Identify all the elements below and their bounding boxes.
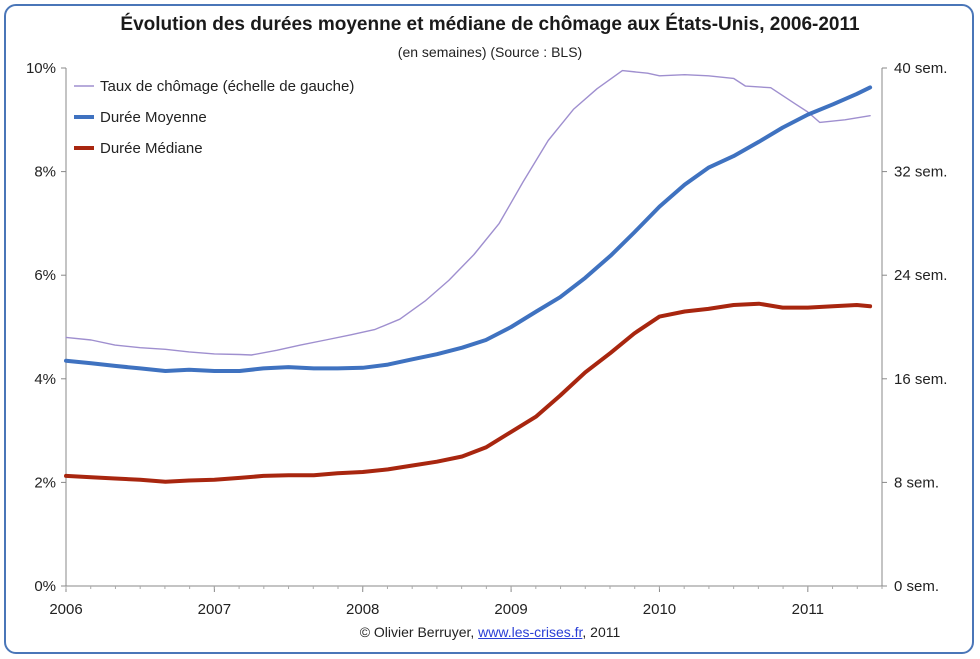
credit-line: © Olivier Berruyer, www.les-crises.fr, 2… [0,624,980,640]
legend-label: Durée Médiane [100,140,203,157]
x-tick-label: 2006 [49,601,82,618]
legend-label: Durée Moyenne [100,109,207,126]
y-right-tick-label: 40 sem. [894,60,947,77]
y-left-tick-label: 2% [34,474,56,491]
y-left-tick-label: 4% [34,371,56,388]
x-tick-label: 2010 [643,601,676,618]
x-tick-label: 2008 [346,601,379,618]
credit-link[interactable]: www.les-crises.fr [478,624,583,640]
legend-label: Taux de chômage (échelle de gauche) [100,78,354,95]
y-right-tick-label: 16 sem. [894,371,947,388]
x-tick-label: 2011 [792,601,824,618]
credit-author: © Olivier Berruyer, [359,624,475,640]
y-right-tick-label: 24 sem. [894,267,947,284]
y-right-tick-label: 0 sem. [894,578,939,595]
series-line-1 [64,85,873,373]
y-right-tick-label: 32 sem. [894,164,947,181]
credit-year: , 2011 [582,624,621,640]
series-line-0 [65,69,871,356]
x-tick-label: 2007 [198,601,231,618]
series-line-2 [64,301,873,484]
y-left-tick-label: 10% [26,60,56,77]
y-left-tick-label: 0% [34,578,56,595]
chart-title: Évolution des durées moyenne et médiane … [120,14,860,35]
y-left-tick-label: 8% [34,164,56,181]
x-tick-label: 2009 [494,601,527,618]
y-left-tick-label: 6% [34,267,56,284]
chart-subtitle: (en semaines) (Source : BLS) [397,44,583,60]
y-right-tick-label: 8 sem. [894,474,939,491]
